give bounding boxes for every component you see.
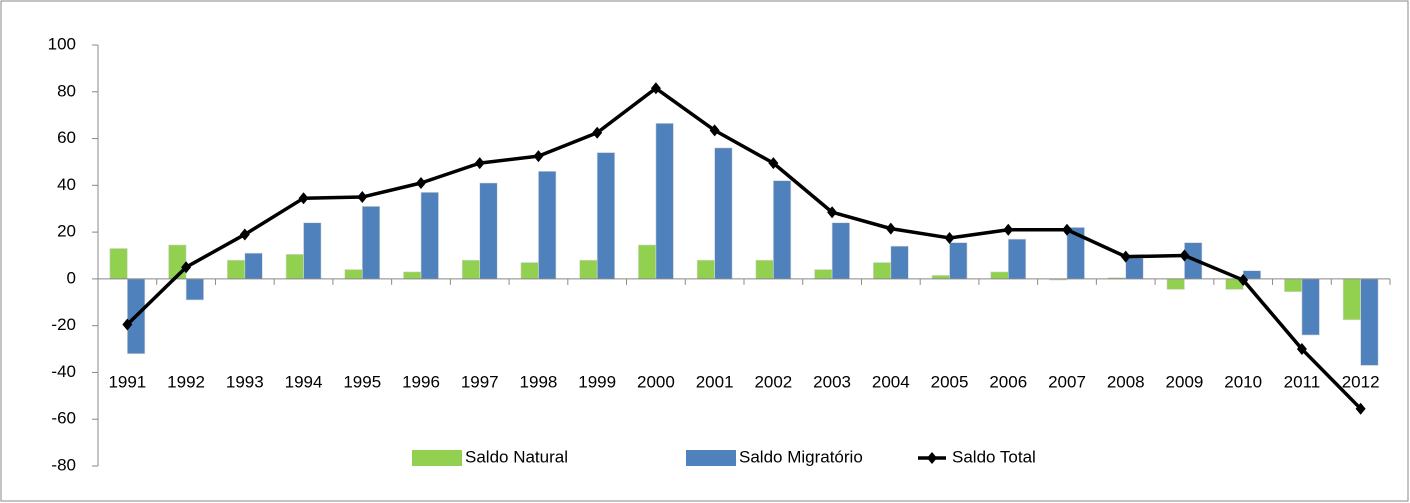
x-tick-label: 1991 (108, 372, 146, 391)
line-marker (239, 228, 250, 241)
bar (1342, 278, 1361, 321)
x-tick-label: 2002 (754, 372, 792, 391)
bar (461, 259, 481, 280)
line-marker (944, 231, 955, 244)
bar (303, 222, 322, 280)
legend-label: Saldo Natural (465, 447, 568, 466)
line-marker (122, 318, 133, 331)
line-marker (1062, 223, 1072, 236)
bar (285, 254, 304, 280)
y-tick-label: 80 (57, 81, 76, 100)
legend-label: Saldo Migratório (739, 447, 863, 466)
y-tick-label: -40 (51, 362, 76, 381)
line-marker (709, 124, 720, 137)
bar (949, 242, 968, 280)
x-tick-label: 1995 (343, 372, 381, 391)
line-marker (533, 150, 544, 163)
bar (714, 147, 733, 280)
x-tick-label: 1993 (226, 372, 264, 391)
x-tick-label: 2008 (1107, 372, 1145, 391)
bar (1301, 278, 1320, 336)
bar (579, 259, 598, 280)
x-tick-label: 2000 (637, 372, 675, 391)
line-marker (1003, 223, 1014, 236)
bar (814, 269, 833, 280)
bar (890, 245, 909, 280)
legend-swatch (412, 450, 462, 466)
legend-marker (927, 452, 937, 464)
x-tick-label: 2006 (989, 372, 1027, 391)
x-tick-label: 1996 (402, 372, 440, 391)
y-tick-label: 100 (48, 34, 76, 53)
line-marker (1179, 249, 1190, 262)
line-marker (1296, 343, 1307, 356)
legend-label: Saldo Total (952, 447, 1036, 466)
bar (227, 259, 246, 280)
bar (344, 269, 363, 280)
y-tick-label: 60 (57, 128, 76, 147)
line-marker (592, 126, 603, 139)
x-tick-label: 2004 (872, 372, 910, 391)
bar (538, 171, 557, 280)
line (126, 86, 1362, 410)
bar (244, 252, 263, 280)
x-tick-label: 1998 (520, 372, 558, 391)
bar (990, 271, 1009, 280)
x-tick-label: 2007 (1048, 372, 1086, 391)
bar (361, 206, 381, 280)
y-tick-label: 20 (57, 222, 76, 241)
bar (831, 222, 850, 280)
x-tick-label: 1999 (578, 372, 616, 391)
x-tick-label: 1994 (285, 372, 323, 391)
bar (1125, 256, 1144, 280)
bar (773, 180, 792, 280)
x-tick-label: 1997 (461, 372, 499, 391)
bar (1007, 238, 1027, 280)
line-marker (416, 176, 426, 189)
line-marker (1120, 250, 1131, 263)
x-tick-label: 2010 (1224, 372, 1262, 391)
y-tick-label: -80 (51, 455, 76, 474)
bar (696, 259, 715, 280)
line-marker (357, 191, 368, 204)
x-tick-label: 2011 (1284, 372, 1321, 391)
x-tick-label: 1992 (167, 372, 205, 391)
bar (520, 262, 539, 280)
x-tick-label: 2003 (813, 372, 851, 391)
bar (655, 123, 674, 280)
line-marker (1238, 274, 1249, 287)
bar (1360, 278, 1379, 366)
line-marker (474, 157, 485, 170)
line-marker (181, 261, 192, 274)
y-tick-label: -60 (51, 409, 76, 428)
bar (1166, 278, 1185, 290)
legend-swatch (686, 450, 736, 466)
y-tick-label: 0 (67, 268, 76, 287)
bar (420, 192, 439, 280)
y-tick-label: 40 (57, 175, 76, 194)
bar (873, 262, 892, 280)
y-tick-label: -20 (51, 315, 76, 334)
bar (638, 244, 657, 280)
line-marker (1355, 402, 1366, 415)
bar (755, 259, 774, 280)
x-tick-label: 2012 (1342, 372, 1380, 391)
line-marker (885, 222, 896, 235)
bar (1284, 278, 1303, 293)
bar (185, 278, 204, 301)
bar (931, 275, 950, 280)
bar (403, 271, 422, 280)
line-marker (768, 157, 779, 170)
x-tick-label: 2001 (696, 372, 734, 391)
x-tick-label: 2005 (931, 372, 969, 391)
line-marker (298, 192, 309, 205)
line-marker (827, 206, 838, 219)
bar (109, 248, 128, 280)
x-tick-label: 2009 (1166, 372, 1204, 391)
bar (479, 182, 498, 280)
bar (596, 152, 615, 280)
line-marker (650, 82, 661, 95)
